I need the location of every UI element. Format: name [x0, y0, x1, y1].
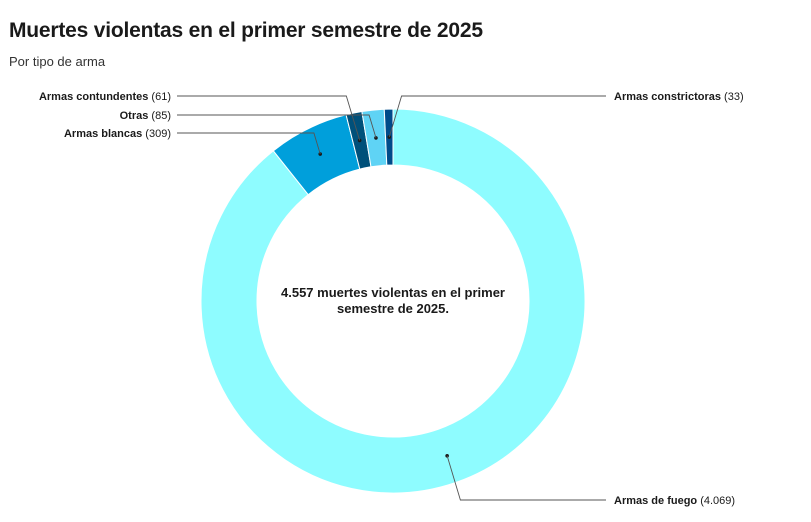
leader-line-armas-de-fuego — [446, 455, 606, 501]
leader-line-armas-constrictoras — [388, 95, 606, 138]
chart-subtitle: Por tipo de arma — [9, 54, 106, 69]
donut-center-text: 4.557 muertes violentas en el primer sem… — [281, 285, 505, 316]
data-label-otras: Otras (85) — [120, 110, 171, 122]
leader-line-armas-blancas — [177, 132, 321, 155]
data-label-armas-contundentes: Armas contundentes (61) — [39, 91, 171, 103]
leader-dot-otras — [374, 136, 378, 140]
data-label-armas-blancas: Armas blancas (309) — [64, 128, 171, 140]
leader-dot-armas-contundentes — [357, 138, 362, 143]
slice-armas-de-fuego — [200, 108, 586, 494]
chart-title: Muertes violentas en el primer semestre … — [9, 19, 483, 42]
data-label-armas-constrictoras: Armas constrictoras (33) — [614, 91, 744, 103]
leader-line-armas-contundentes — [177, 95, 361, 141]
data-label-armas-de-fuego: Armas de fuego (4.069) — [614, 495, 735, 507]
leader-line-otras — [177, 114, 377, 139]
